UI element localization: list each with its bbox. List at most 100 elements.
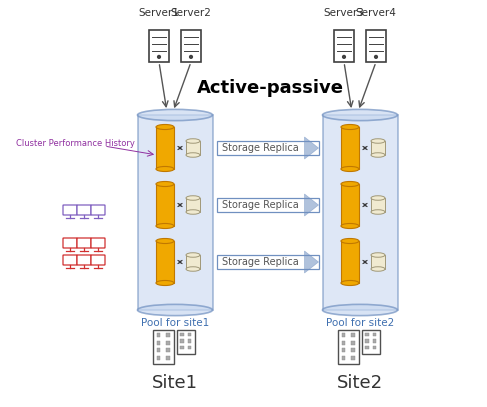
Text: Server4: Server4 — [356, 8, 396, 18]
Bar — [373, 333, 376, 336]
Text: Server2: Server2 — [170, 8, 211, 18]
Bar — [351, 348, 355, 352]
FancyBboxPatch shape — [217, 198, 318, 212]
Bar — [365, 339, 369, 343]
Bar — [156, 341, 160, 345]
Ellipse shape — [186, 253, 200, 257]
Bar — [156, 184, 174, 226]
Ellipse shape — [341, 182, 359, 186]
Bar — [351, 333, 355, 337]
FancyBboxPatch shape — [63, 205, 77, 215]
Bar — [341, 241, 359, 283]
Ellipse shape — [186, 196, 200, 200]
Ellipse shape — [156, 239, 174, 243]
Bar — [373, 346, 376, 349]
Ellipse shape — [371, 267, 385, 271]
Bar — [341, 333, 345, 337]
Bar — [337, 330, 358, 364]
Ellipse shape — [186, 267, 200, 271]
Circle shape — [189, 55, 192, 58]
Bar — [166, 341, 169, 345]
Ellipse shape — [156, 125, 174, 129]
Bar — [186, 141, 200, 155]
FancyBboxPatch shape — [91, 205, 105, 215]
Bar — [373, 339, 376, 343]
FancyBboxPatch shape — [181, 30, 201, 62]
Bar — [156, 127, 174, 169]
Ellipse shape — [371, 253, 385, 257]
Ellipse shape — [341, 223, 359, 228]
Text: Pool for site2: Pool for site2 — [326, 318, 394, 328]
FancyBboxPatch shape — [77, 205, 91, 215]
FancyBboxPatch shape — [63, 255, 77, 265]
Bar — [371, 255, 385, 269]
Circle shape — [342, 55, 345, 58]
Ellipse shape — [341, 166, 359, 171]
FancyBboxPatch shape — [77, 255, 91, 265]
FancyBboxPatch shape — [366, 30, 386, 62]
Bar — [186, 198, 200, 212]
Bar — [180, 333, 184, 336]
Bar — [188, 339, 191, 343]
Text: Site1: Site1 — [152, 374, 198, 392]
Polygon shape — [304, 194, 318, 216]
Bar — [188, 333, 191, 336]
Bar — [341, 355, 345, 359]
Ellipse shape — [371, 139, 385, 143]
Polygon shape — [304, 137, 318, 159]
Ellipse shape — [322, 304, 397, 315]
Ellipse shape — [156, 166, 174, 171]
Bar — [137, 115, 212, 310]
Bar — [341, 341, 345, 345]
Bar — [362, 330, 380, 354]
Ellipse shape — [341, 239, 359, 243]
Bar — [365, 333, 369, 336]
Ellipse shape — [156, 280, 174, 286]
Bar — [152, 330, 174, 364]
Bar — [156, 355, 160, 359]
Bar — [341, 184, 359, 226]
Bar — [341, 127, 359, 169]
Text: Site2: Site2 — [337, 374, 383, 392]
Bar — [166, 333, 169, 337]
FancyBboxPatch shape — [217, 255, 318, 269]
Bar — [371, 198, 385, 212]
Bar — [351, 355, 355, 359]
Bar — [166, 355, 169, 359]
Polygon shape — [304, 251, 318, 273]
Ellipse shape — [371, 210, 385, 214]
Ellipse shape — [186, 210, 200, 214]
Text: Cluster Performance History: Cluster Performance History — [16, 138, 135, 147]
Circle shape — [158, 55, 160, 58]
Bar — [156, 333, 160, 337]
Text: Active-passive: Active-passive — [196, 79, 343, 97]
FancyBboxPatch shape — [149, 30, 169, 62]
Bar — [341, 348, 345, 352]
Text: Storage Replica: Storage Replica — [222, 200, 299, 210]
Ellipse shape — [371, 153, 385, 157]
Ellipse shape — [137, 304, 212, 315]
Bar — [180, 346, 184, 349]
FancyBboxPatch shape — [63, 238, 77, 248]
Bar — [188, 346, 191, 349]
Text: Server1: Server1 — [139, 8, 179, 18]
Bar — [156, 348, 160, 352]
Ellipse shape — [371, 196, 385, 200]
Bar — [186, 255, 200, 269]
Bar — [166, 348, 169, 352]
Text: Storage Replica: Storage Replica — [222, 257, 299, 267]
Bar — [371, 141, 385, 155]
Bar — [365, 346, 369, 349]
Ellipse shape — [322, 109, 397, 120]
Bar — [180, 339, 184, 343]
Circle shape — [375, 55, 377, 58]
Bar — [322, 115, 397, 310]
Ellipse shape — [156, 182, 174, 186]
Ellipse shape — [156, 223, 174, 228]
Ellipse shape — [341, 280, 359, 286]
Ellipse shape — [341, 125, 359, 129]
Text: Storage Replica: Storage Replica — [222, 143, 299, 153]
Text: Server3: Server3 — [323, 8, 364, 18]
FancyBboxPatch shape — [77, 238, 91, 248]
FancyBboxPatch shape — [334, 30, 354, 62]
